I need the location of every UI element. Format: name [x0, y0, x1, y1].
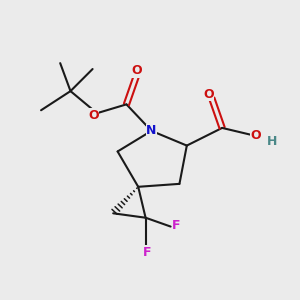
Text: F: F — [143, 246, 151, 259]
Text: O: O — [251, 129, 261, 142]
Text: O: O — [203, 88, 214, 100]
Text: N: N — [146, 124, 157, 137]
Text: H: H — [267, 135, 278, 148]
Text: F: F — [172, 219, 181, 232]
Text: O: O — [88, 109, 99, 122]
Text: O: O — [131, 64, 142, 77]
